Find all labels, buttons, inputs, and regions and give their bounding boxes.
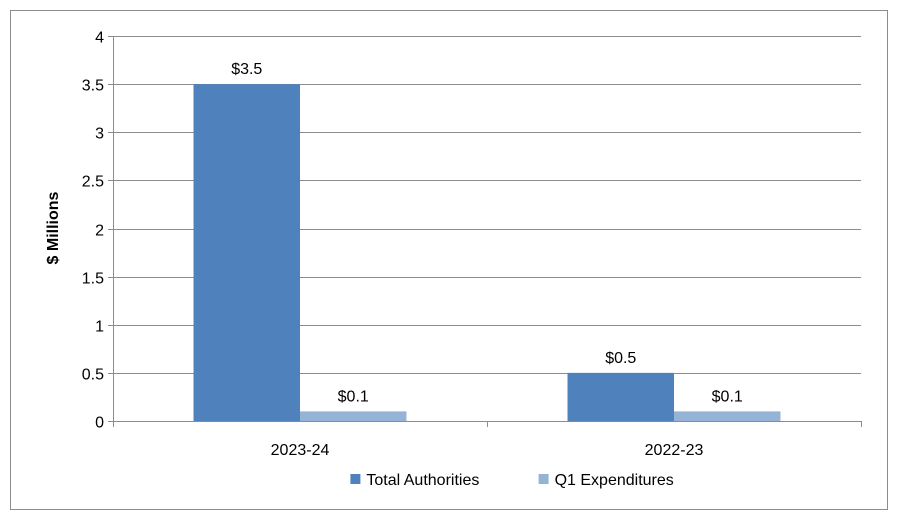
legend-swatch [350,474,361,484]
data-label: $0.5 [605,350,636,367]
y-tick-label: 1.5 [82,271,104,288]
bars [193,84,781,421]
y-tick-label: 3.5 [82,78,104,95]
data-label: $0.1 [712,388,743,405]
legend-label: Q1 Expenditures [555,472,674,489]
y-tick-label: 0 [95,415,104,432]
bar [300,411,407,421]
x-tick-label: 2023-24 [271,442,330,459]
x-tick-label: 2022-23 [645,442,704,459]
chart-frame [10,10,888,510]
legend-label: Total Authorities [366,472,479,489]
data-label: $3.5 [231,61,262,78]
legend: Total Authorities Q1 Expenditures [350,472,674,489]
y-tick-label: 2 [95,223,104,240]
y-axis-title: $ Millions [45,191,62,264]
bar [674,411,781,421]
y-axis: 0 0.5 1 1.5 2 2.5 3 3.5 4 [82,30,114,432]
legend-swatch [538,474,549,484]
y-tick-label: 4 [95,30,104,47]
y-tick-label: 2.5 [82,174,104,191]
y-tick-label: 0.5 [82,367,104,384]
y-tick-label: 3 [95,126,104,143]
bar [193,84,300,421]
y-tick-label: 1 [95,319,104,336]
x-axis: 2023-24 2022-23 [113,421,862,459]
data-label: $0.1 [338,388,369,405]
bar [567,372,674,421]
data-labels: $3.5 $0.1 $0.5 $0.1 [231,61,743,405]
